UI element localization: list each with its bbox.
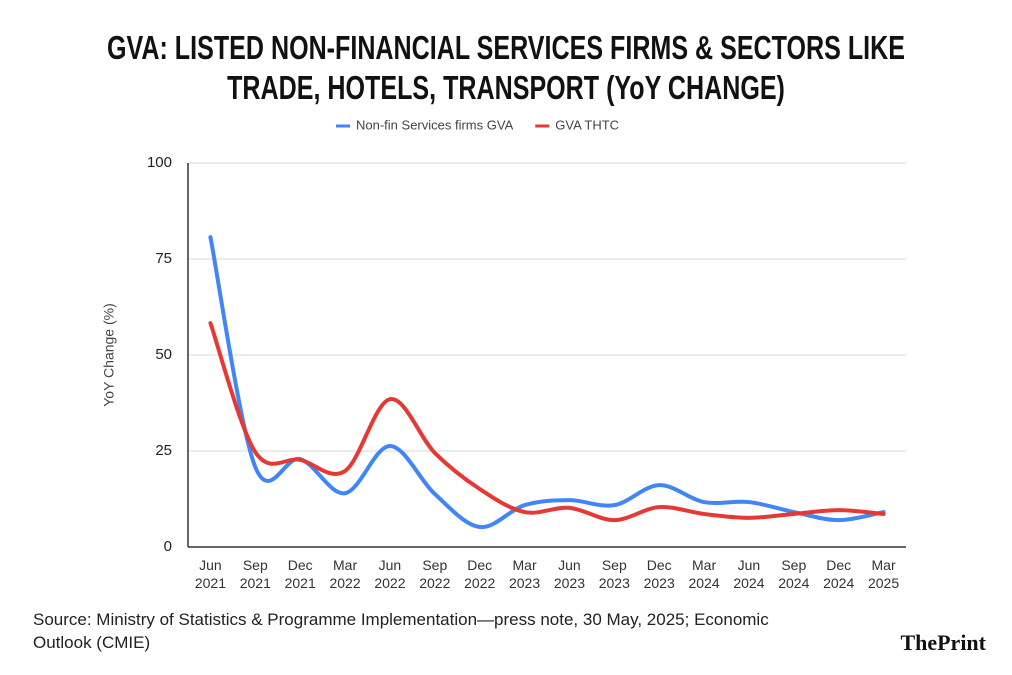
- y-tick-label: 75: [155, 250, 172, 267]
- y-tick-label: 0: [164, 538, 172, 555]
- series-line: [208, 321, 886, 523]
- x-tick-label: Sep 2023: [598, 557, 630, 591]
- x-tick-label: Mar 2024: [688, 557, 720, 591]
- x-tick-label: Mar 2022: [329, 557, 361, 591]
- x-tick-label: Dec 2023: [643, 557, 675, 591]
- x-tick-label: Jun 2022: [374, 557, 406, 591]
- brand-logo: ThePrint: [900, 630, 986, 655]
- x-tick-label: Mar 2023: [508, 557, 541, 591]
- x-tick-label: Sep 2021: [239, 557, 271, 591]
- series-line: [208, 235, 886, 530]
- chart-title: GVA: LISTED NON-FINANCIAL SERVICES FIRMS…: [107, 29, 905, 106]
- x-tick-label: Jun 2023: [553, 557, 586, 591]
- y-axis-label: YoY Change (%): [101, 303, 117, 407]
- x-tick-label: Jun 2024: [733, 557, 765, 591]
- legend-label: Non-fin Services firms GVA: [356, 117, 514, 132]
- x-tick-label: Sep 2022: [419, 557, 451, 591]
- legend-label: GVA THTC: [555, 117, 619, 132]
- y-tick-label: 25: [155, 442, 172, 459]
- y-tick-label: 100: [147, 154, 172, 171]
- x-tick-label: Dec 2022: [464, 557, 496, 591]
- y-tick-label: 50: [155, 346, 172, 363]
- x-tick-label: Jun 2021: [194, 557, 227, 591]
- x-tick-label: Mar 2025: [867, 557, 900, 591]
- x-tick-label: Sep 2024: [778, 557, 810, 591]
- source-note: Source: Ministry of Statistics & Program…: [33, 610, 769, 652]
- x-tick-label: Dec 2024: [823, 557, 855, 591]
- x-tick-label: Dec 2021: [284, 557, 316, 591]
